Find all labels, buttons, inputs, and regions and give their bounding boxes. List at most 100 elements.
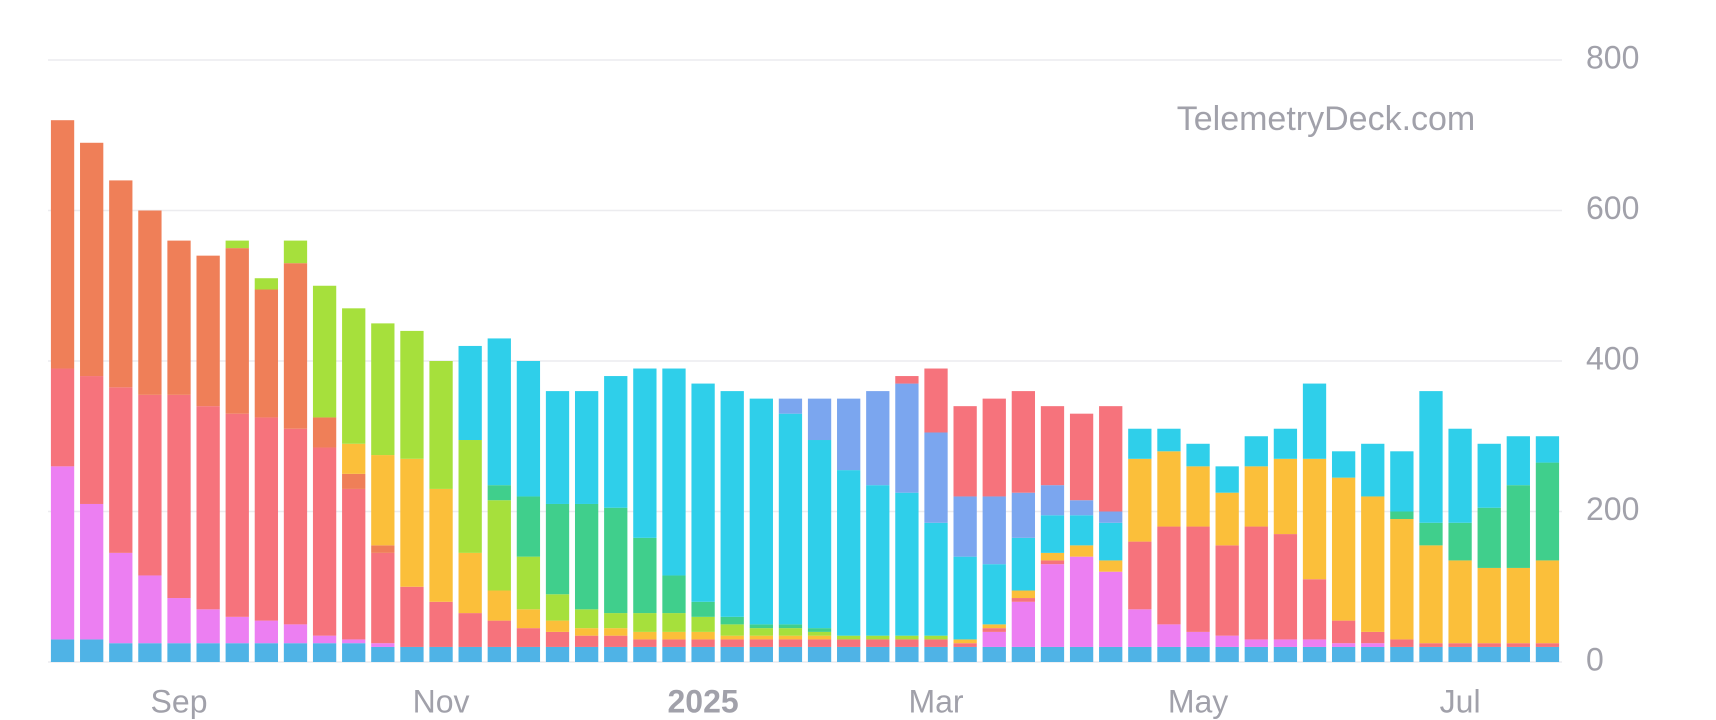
bar-segment [1390, 646, 1414, 662]
bar-segment [371, 323, 395, 456]
bar-segment [487, 500, 511, 591]
bar-segment [778, 628, 803, 636]
bar-segment [545, 503, 570, 595]
bar-segment [895, 376, 919, 384]
bar-segment [1011, 537, 1036, 591]
bar-segment [1040, 560, 1065, 565]
bar-segment [982, 564, 1006, 625]
bar-segment [749, 624, 773, 629]
bar-segment [953, 406, 977, 497]
bar-segment [662, 639, 686, 647]
bar-segment [924, 639, 948, 647]
bar-segment [1506, 567, 1530, 644]
bar-segment [50, 466, 75, 640]
bar-segment [342, 643, 366, 662]
bar-segment [1331, 620, 1356, 644]
bar-segment [312, 635, 337, 644]
bar-segment [1331, 646, 1356, 662]
bar-segment [691, 646, 715, 662]
bar-segment [895, 492, 919, 636]
bar-segment [1215, 545, 1239, 636]
bar-segment [604, 628, 628, 636]
bar-segment [778, 635, 803, 640]
bar-segment [545, 631, 570, 647]
bar-segment [1011, 646, 1036, 662]
bar-segment [1040, 564, 1065, 647]
x-tick-label: 2025 [668, 683, 739, 719]
bar-segment [50, 368, 75, 467]
bar-segment [167, 643, 191, 662]
bar-segment [633, 639, 657, 647]
bar-segment [1535, 646, 1560, 662]
bar-segment [458, 440, 482, 553]
bar-segment [400, 586, 424, 647]
bar-segment [1390, 451, 1414, 512]
bar-segment [982, 646, 1006, 662]
bar-segment [400, 458, 424, 587]
bar-segment [633, 368, 657, 538]
x-tick-label: Sep [151, 683, 208, 719]
bar-segment [400, 330, 424, 459]
bar-segment [866, 639, 890, 647]
bar-segment [1069, 646, 1094, 662]
bar-segment [283, 428, 308, 625]
bar-segment [1361, 643, 1385, 647]
bar-segment [574, 628, 599, 636]
bar-segment [138, 643, 162, 662]
bar-segment [1069, 515, 1094, 546]
bar-segment [1302, 579, 1327, 640]
bar-segment [749, 628, 773, 636]
bar-segment [1215, 466, 1239, 493]
bar-segment [400, 646, 424, 662]
bar-segment [749, 639, 773, 647]
bar-segment [138, 575, 162, 644]
bar-segment [225, 240, 249, 249]
bar-segment [604, 635, 628, 647]
bar-segment [254, 620, 279, 644]
bar-segment [778, 624, 803, 629]
bar-segment [720, 616, 744, 625]
bar-segment [807, 639, 832, 647]
bar-segment [662, 368, 686, 576]
bar-segment [807, 631, 832, 636]
bar-segment [866, 485, 890, 636]
bar-segment [1128, 541, 1152, 610]
bar-segment [196, 255, 220, 407]
bar-segment [1186, 466, 1210, 527]
bar-segment [1099, 571, 1123, 647]
bar-segment [283, 643, 308, 662]
bar-segment [283, 240, 308, 264]
bar-segment [953, 639, 977, 644]
bar-segment [1477, 507, 1501, 568]
bar-segment [1448, 646, 1472, 662]
bar-segment [1215, 646, 1239, 662]
bar-segment [953, 556, 977, 640]
bar-segment [80, 142, 104, 377]
bar-segment [691, 601, 715, 617]
bar-segment [167, 240, 191, 395]
bar-segment [1390, 519, 1414, 640]
bar-segment [574, 635, 599, 647]
bar-segment [895, 639, 919, 647]
bar-segment [1040, 552, 1065, 561]
bar-segment [1273, 428, 1298, 459]
bar-segment [1099, 560, 1123, 572]
bar-segment [254, 289, 279, 418]
bar-segment [720, 624, 744, 636]
bar-segment [196, 609, 220, 644]
bar-segment [1099, 406, 1123, 512]
bar-segment [691, 639, 715, 647]
bar-segment [516, 609, 541, 629]
bar-segment [342, 639, 366, 644]
bar-segment [1011, 590, 1036, 599]
bar-segment [924, 635, 948, 640]
bar-segment [604, 646, 628, 662]
bar-segment [662, 613, 686, 632]
bar-segment [225, 616, 249, 644]
bar-segment [749, 635, 773, 640]
bar-segment [80, 639, 104, 662]
bar-segment [895, 383, 919, 493]
bar-segment [1099, 511, 1123, 523]
bar-segment [1273, 639, 1298, 647]
